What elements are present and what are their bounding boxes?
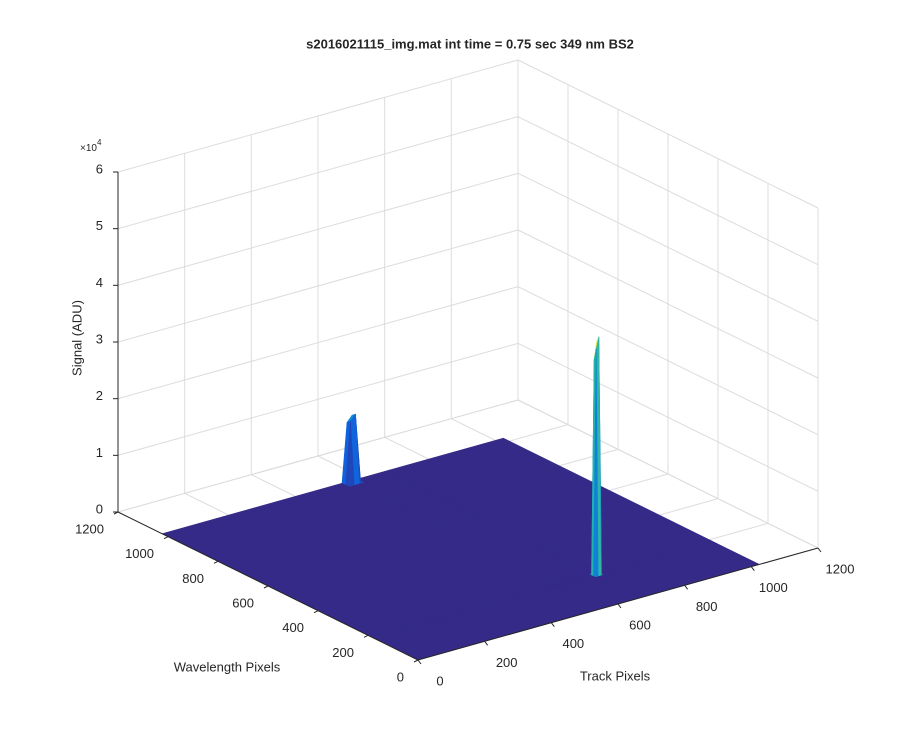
y-tick-label: 600 (232, 595, 254, 610)
y-axis-title: Wavelength Pixels (174, 659, 281, 674)
z-tick-label: 5 (96, 218, 103, 233)
y-tick-label: 1200 (75, 521, 104, 536)
x-tick (617, 603, 622, 609)
grid-line (517, 342, 819, 492)
y-tick (313, 610, 319, 614)
z-multiplier: ×104 (80, 138, 102, 154)
y-tick-label: 200 (332, 645, 354, 660)
y-tick (413, 659, 419, 663)
grid-line (517, 399, 819, 549)
y-tick (263, 585, 269, 589)
x-tick-label: 600 (629, 617, 651, 632)
x-axis-title: Track Pixels (580, 668, 651, 683)
y-tick-label: 0 (397, 669, 404, 684)
chart-title: s2016021115_img.mat int time = 0.75 sec … (306, 36, 634, 51)
z-tick-label: 2 (96, 388, 103, 403)
grid-line (517, 286, 819, 436)
y-tick-label: 800 (182, 571, 204, 586)
x-tick-label: 200 (496, 655, 518, 670)
x-tick-label: 1000 (759, 580, 788, 595)
z-tick-label: 4 (96, 275, 103, 290)
grid-line (117, 399, 519, 513)
x-tick (550, 622, 555, 627)
x-tick-label: 0 (436, 673, 443, 688)
x-tick-label: 800 (696, 599, 718, 614)
grid-line (117, 172, 519, 286)
grid-line (517, 59, 819, 209)
surface (162, 336, 760, 661)
z-axis-title: Signal (ADU) (69, 300, 84, 376)
z-multiplier-base: ×10 (80, 143, 97, 154)
z-exponent: 4 (97, 138, 102, 147)
grid-line (517, 172, 819, 322)
x-tick-label: 1200 (826, 561, 855, 576)
x-tick (684, 585, 689, 590)
grid-line (117, 116, 519, 230)
grid-line (117, 229, 519, 343)
x-tick (417, 659, 422, 665)
x-tick (817, 547, 822, 553)
y-tick (213, 560, 219, 564)
y-tick-label: 400 (282, 620, 304, 635)
z-tick-label: 3 (96, 331, 103, 346)
y-tick (363, 634, 369, 638)
x-tick (750, 566, 755, 571)
x-tick (484, 641, 489, 646)
grid-line (117, 286, 519, 400)
grid-line (517, 229, 819, 379)
x-tick-label: 400 (562, 636, 584, 651)
y-tick-label: 1000 (125, 546, 154, 561)
grid-line (517, 116, 819, 266)
z-tick-label: 0 (96, 501, 103, 516)
y-tick (163, 536, 169, 540)
z-tick-label: 1 (96, 445, 103, 460)
grid-line (117, 342, 519, 456)
axes: 0200400600800100012000200400600800100012… (75, 161, 854, 688)
grid-line (117, 59, 519, 173)
z-tick-label: 6 (96, 161, 103, 176)
